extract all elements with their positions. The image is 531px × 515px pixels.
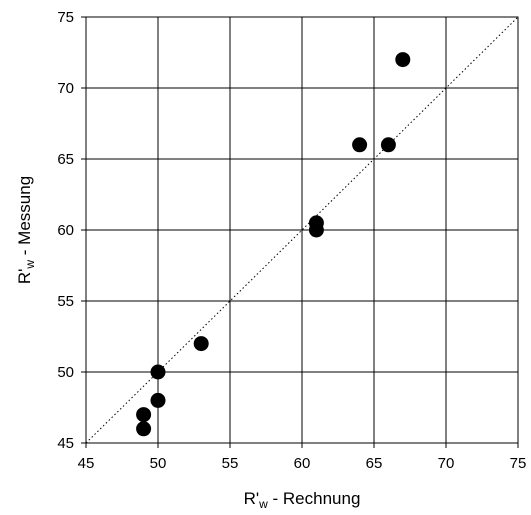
data-point-2 [150,392,166,408]
y-tick-label-2: 55 [57,293,74,310]
y-tick-label-4: 65 [57,151,74,168]
y-axis-title-sub: w [23,260,37,270]
data-point-3 [150,364,166,380]
data-point-7 [352,137,368,153]
data-point-8 [380,137,396,153]
y-axis-ticks: 45 50 55 60 65 70 75 [57,9,86,452]
data-point-0 [136,421,152,437]
y-tick-label-3: 60 [57,222,74,239]
x-tick-label-2: 55 [222,455,239,472]
data-point-1 [136,407,152,423]
x-tick-label-6: 75 [510,455,527,472]
y-tick-label-5: 70 [57,80,74,97]
x-axis-title-base: R' [244,489,260,508]
x-axis-title: R'w - Rechnung [244,489,361,511]
y-axis-title-rest: - Messung [15,176,34,260]
x-tick-label-3: 60 [294,455,311,472]
x-tick-label-4: 65 [366,455,383,472]
x-tick-label-1: 50 [150,455,167,472]
data-points [136,52,411,437]
x-axis-title-rest: - Rechnung [268,489,361,508]
data-point-6 [308,215,324,231]
y-tick-label-1: 50 [57,364,74,381]
x-tick-label-0: 45 [78,455,95,472]
y-axis-title: R'w - Messung [15,176,37,284]
x-axis-title-sub: w [258,497,268,511]
y-axis-title-base: R' [15,269,34,285]
x-axis-ticks: 45 50 55 60 65 70 75 [78,443,527,472]
data-point-9 [395,52,411,68]
data-point-4 [193,336,209,352]
x-tick-label-5: 70 [438,455,455,472]
y-tick-label-6: 75 [57,9,74,26]
y-tick-label-0: 45 [57,435,74,452]
